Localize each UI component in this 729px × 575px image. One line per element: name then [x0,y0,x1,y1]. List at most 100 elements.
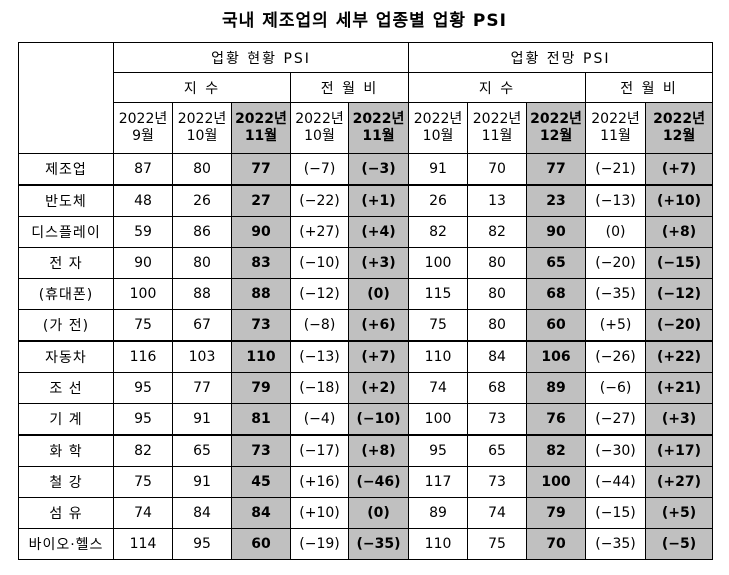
period-header: 2022년 11월 [467,102,528,154]
value-cell: 83 [231,247,291,279]
value-cell: (−10) [347,403,410,436]
value-cell: 73 [231,309,291,342]
period-year: 2022년 [177,111,227,127]
value-cell: 114 [113,528,173,560]
industry-label: 기 계 [18,403,114,436]
period-year: 2022년 [352,111,405,127]
value-cell: 117 [408,466,469,498]
value-cell: 75 [467,528,528,560]
table-row: 기 계 95 91 81 (−4) (−10) 100 73 76 (−27) (+3) [18,403,714,436]
value-cell: (+16) [290,466,349,498]
value-cell: 110 [231,340,291,373]
value-cell: (−35) [347,528,410,560]
period-month: 10월 [186,128,218,144]
period-year: 2022년 [295,111,344,127]
value-cell: (+6) [347,309,410,342]
psi-table: 업황 현황 PSI 업황 전망 PSI 지 수 전 월 비 지 수 전 월 비 … [18,42,714,560]
value-cell: 77 [526,153,587,186]
value-cell: (−27) [585,403,647,436]
period-header: 2022년 10월 [290,102,349,154]
value-cell: (+7) [645,153,714,186]
value-cell: 84 [231,497,291,529]
value-cell: (+21) [645,372,714,404]
table-row: 바이오·헬스 114 95 60 (−19) (−35) 110 75 70 (−35) (−5) [18,528,714,560]
corner-cell [18,42,114,154]
industry-label: 전 자 [18,247,114,279]
table-row: 전 자 90 80 83 (−10) (+3) 100 80 65 (−20) (−15) [18,247,714,279]
value-cell: 13 [467,184,528,217]
value-cell: 68 [467,372,528,404]
value-cell: 79 [231,372,291,404]
value-cell: (−4) [290,403,349,436]
industry-label: 반도체 [18,184,114,217]
period-header: 2022년 11월 [585,102,647,154]
value-cell: 67 [172,309,232,342]
value-cell: (+5) [645,497,714,529]
table-row: 철 강 75 91 45 (+16) (−46) 117 73 100 (−44) (+27) [18,466,714,498]
value-cell: 80 [172,247,232,279]
period-header: 2022년 11월 [347,102,410,154]
value-cell: 65 [526,247,587,279]
outlook-index-header: 지 수 [408,72,587,103]
industry-label: 바이오·헬스 [18,528,114,560]
value-cell: (−22) [290,184,349,217]
value-cell: 88 [231,278,291,310]
value-cell: (−10) [290,247,349,279]
value-cell: 65 [172,434,232,467]
table-row: 제조업 87 80 77 (−7) (−3) 91 70 77 (−21) (+7) [18,153,714,186]
value-cell: (−13) [290,340,349,373]
value-cell: 45 [231,466,291,498]
value-cell: 26 [172,184,232,217]
period-header: 2022년 11월 [231,102,291,154]
value-cell: 89 [526,372,587,404]
period-year: 2022년 [591,111,640,127]
value-cell: (−17) [290,434,349,467]
value-cell: (−35) [585,278,647,310]
table-row: 화 학 82 65 73 (−17) (+8) 95 65 82 (−30) (+17) [18,434,714,467]
value-cell: (0) [347,278,410,310]
value-cell: (+7) [347,340,410,373]
value-cell: 73 [467,466,528,498]
value-cell: 90 [113,247,173,279]
value-cell: 77 [231,153,291,186]
table-row: 자동차 116 103 110 (−13) (+7) 110 84 106 (−26) (+22) [18,340,714,373]
period-header: 2022년 12월 [526,102,587,154]
period-year: 2022년 [653,111,705,127]
value-cell: (−3) [347,153,410,186]
value-cell: 74 [467,497,528,529]
value-cell: (−5) [645,528,714,560]
value-cell: (+8) [645,216,714,248]
outlook-mom-header: 전 월 비 [585,72,714,103]
value-cell: 48 [113,184,173,217]
value-cell: 84 [467,340,528,373]
value-cell: (−20) [585,247,647,279]
value-cell: (−26) [585,340,647,373]
value-cell: 81 [231,403,291,436]
value-cell: 73 [231,434,291,467]
table-title: 국내 제조업의 세부 업종별 업황 PSI [222,11,507,31]
value-cell: 80 [172,153,232,186]
value-cell: (−19) [290,528,349,560]
value-cell: (−21) [585,153,647,186]
outlook-psi-header: 업황 전망 PSI [408,42,714,73]
industry-label: 디스플레이 [18,216,114,248]
period-year: 2022년 [118,111,168,127]
value-cell: (+5) [585,309,647,342]
value-cell: 75 [113,466,173,498]
value-cell: 76 [526,403,587,436]
table-row: 반도체 48 26 27 (−22) (+1) 26 13 23 (−13) (+10) [18,184,714,217]
value-cell: (−8) [290,309,349,342]
value-cell: 60 [526,309,587,342]
period-year: 2022년 [472,111,522,127]
industry-label: 철 강 [18,466,114,498]
industry-label: (휴대폰) [18,278,114,310]
value-cell: (−46) [347,466,410,498]
period-month: 11월 [362,128,395,144]
value-cell: 79 [526,497,587,529]
period-month: 10월 [422,128,454,144]
value-cell: (−18) [290,372,349,404]
value-cell: 82 [526,434,587,467]
value-cell: (−6) [585,372,647,404]
period-month: 10월 [304,128,335,144]
value-cell: 100 [408,247,469,279]
